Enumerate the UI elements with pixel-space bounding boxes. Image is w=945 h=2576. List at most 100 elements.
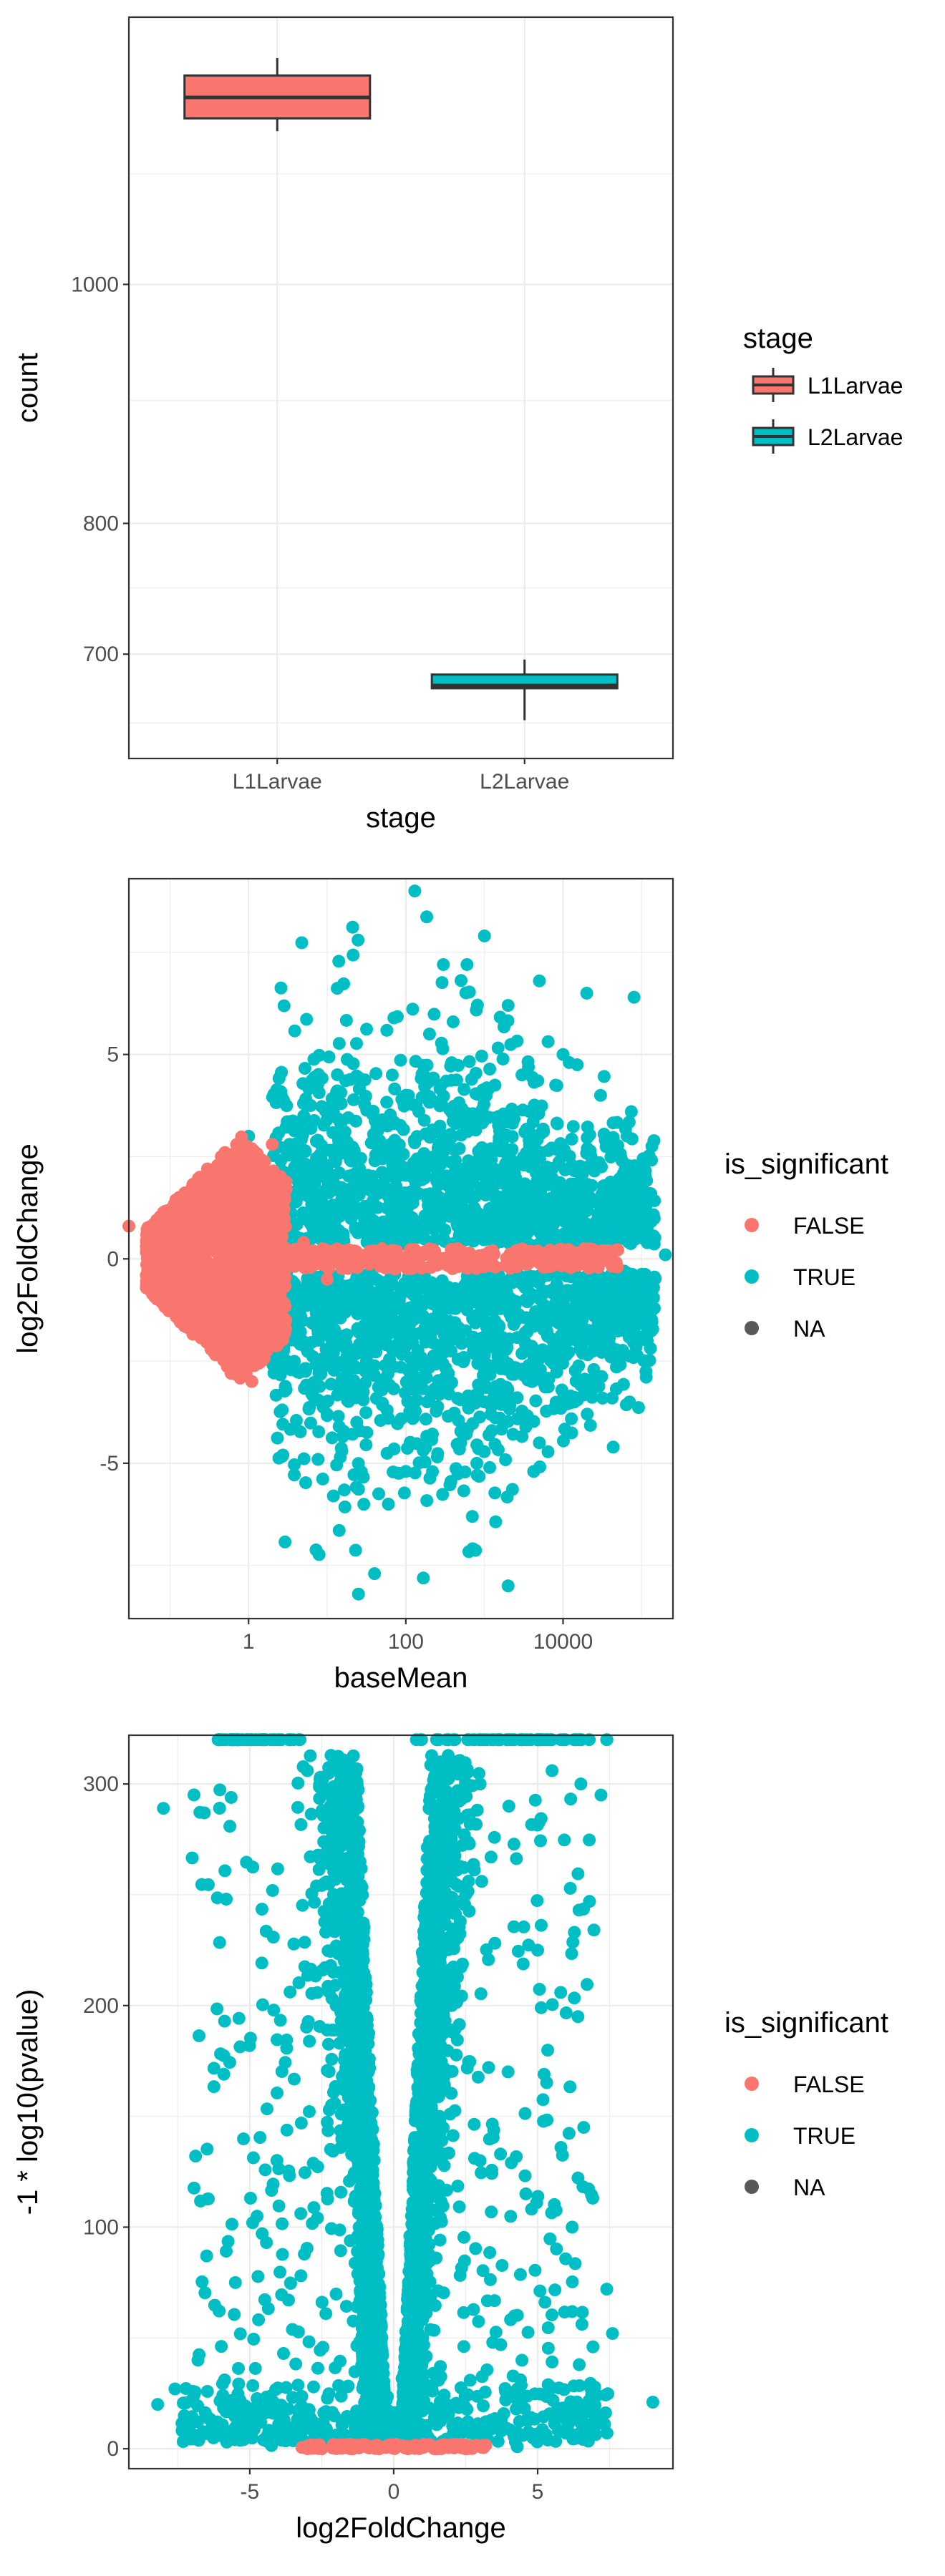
point-true bbox=[299, 1362, 312, 1375]
point-true bbox=[302, 1082, 316, 1096]
point-true bbox=[332, 1523, 346, 1537]
point-true bbox=[417, 1309, 430, 1323]
point-true bbox=[338, 1483, 352, 1497]
point-true bbox=[526, 1342, 540, 1355]
point-true bbox=[368, 1567, 382, 1581]
point-true bbox=[444, 1059, 457, 1073]
point-true bbox=[435, 1098, 449, 1112]
point-false bbox=[245, 1236, 258, 1250]
point-false bbox=[268, 1335, 282, 1349]
point-true bbox=[537, 1171, 551, 1185]
point-true bbox=[387, 1322, 401, 1336]
point-false bbox=[256, 1264, 269, 1278]
point-false bbox=[335, 1262, 349, 1276]
point-true bbox=[312, 1425, 326, 1438]
point-false bbox=[253, 1352, 266, 1365]
point-true bbox=[646, 1322, 659, 1336]
point-true bbox=[334, 1450, 347, 1464]
point-true bbox=[352, 1483, 365, 1496]
point-true bbox=[550, 1192, 563, 1206]
point-true bbox=[442, 1410, 455, 1423]
legend-title: is_significant bbox=[724, 1148, 888, 1180]
point-true bbox=[553, 1203, 567, 1216]
legend-title: stage bbox=[743, 323, 813, 354]
point-true bbox=[581, 1131, 594, 1144]
point-true bbox=[329, 1142, 342, 1156]
point-true bbox=[556, 1434, 570, 1448]
point-true bbox=[307, 1053, 321, 1066]
point-true bbox=[374, 1312, 387, 1326]
point-true bbox=[569, 1375, 583, 1388]
legend-label: TRUE bbox=[793, 1264, 856, 1290]
point-false bbox=[200, 1162, 214, 1176]
point-true bbox=[290, 1218, 304, 1231]
point-false bbox=[266, 1138, 279, 1151]
point-true bbox=[404, 1437, 417, 1450]
point-true bbox=[500, 1341, 514, 1355]
point-true bbox=[536, 1346, 550, 1360]
point-true bbox=[316, 1472, 329, 1485]
point-true bbox=[339, 1074, 352, 1088]
point-true bbox=[331, 982, 344, 995]
point-true bbox=[375, 1113, 389, 1127]
point-true bbox=[581, 1142, 594, 1156]
point-true bbox=[488, 1438, 502, 1451]
point-true bbox=[565, 1412, 578, 1425]
point-true bbox=[442, 1280, 455, 1294]
point-true bbox=[634, 1223, 648, 1236]
point-true bbox=[375, 1166, 389, 1179]
point-true bbox=[389, 1209, 402, 1223]
point-true bbox=[646, 1208, 660, 1221]
point-true bbox=[645, 1139, 659, 1153]
point-true bbox=[593, 1301, 607, 1314]
point-true bbox=[391, 1417, 404, 1430]
point-true bbox=[311, 1453, 325, 1466]
y-tick-label: 800 bbox=[83, 512, 119, 535]
point-true bbox=[419, 1413, 432, 1426]
point-true bbox=[404, 1287, 418, 1300]
point-true bbox=[299, 1476, 312, 1490]
point-true bbox=[417, 1571, 430, 1585]
point-true bbox=[595, 1283, 609, 1297]
point-true bbox=[492, 1222, 505, 1236]
point-true bbox=[305, 1387, 319, 1400]
point-true bbox=[401, 1201, 415, 1214]
point-false bbox=[192, 1228, 205, 1241]
point-true bbox=[387, 1011, 401, 1025]
point-true bbox=[442, 1387, 456, 1401]
point-false bbox=[321, 1262, 335, 1275]
y-tick-label: -5 bbox=[100, 1452, 119, 1475]
point-true bbox=[457, 1167, 471, 1181]
point-true bbox=[309, 1134, 323, 1148]
point-true bbox=[269, 1096, 283, 1109]
point-true bbox=[334, 1117, 347, 1131]
point-true bbox=[515, 1362, 529, 1376]
point-true bbox=[637, 1274, 651, 1287]
point-true bbox=[482, 1083, 495, 1096]
point-true bbox=[636, 1207, 650, 1221]
point-true bbox=[407, 1327, 421, 1341]
point-true bbox=[528, 1075, 541, 1089]
point-true bbox=[349, 1037, 363, 1050]
point-true bbox=[641, 1236, 654, 1249]
point-true bbox=[272, 1126, 286, 1140]
point-false bbox=[551, 1247, 564, 1261]
point-true bbox=[534, 1186, 548, 1200]
point-false bbox=[245, 1375, 258, 1388]
point-true bbox=[444, 1128, 457, 1141]
point-true bbox=[640, 1307, 654, 1320]
point-true bbox=[437, 957, 450, 971]
point-true bbox=[450, 1116, 463, 1130]
point-true bbox=[531, 1145, 545, 1158]
legend-key bbox=[752, 368, 795, 402]
point-true bbox=[519, 1185, 533, 1199]
point-true bbox=[344, 1153, 357, 1166]
point-true bbox=[497, 1020, 510, 1034]
point-true bbox=[596, 1391, 609, 1405]
point-false bbox=[241, 1151, 255, 1165]
point-true bbox=[586, 1345, 599, 1358]
point-true bbox=[510, 1034, 524, 1048]
point-true bbox=[627, 990, 641, 1004]
point-false bbox=[236, 1292, 249, 1306]
point-true bbox=[385, 1068, 399, 1082]
